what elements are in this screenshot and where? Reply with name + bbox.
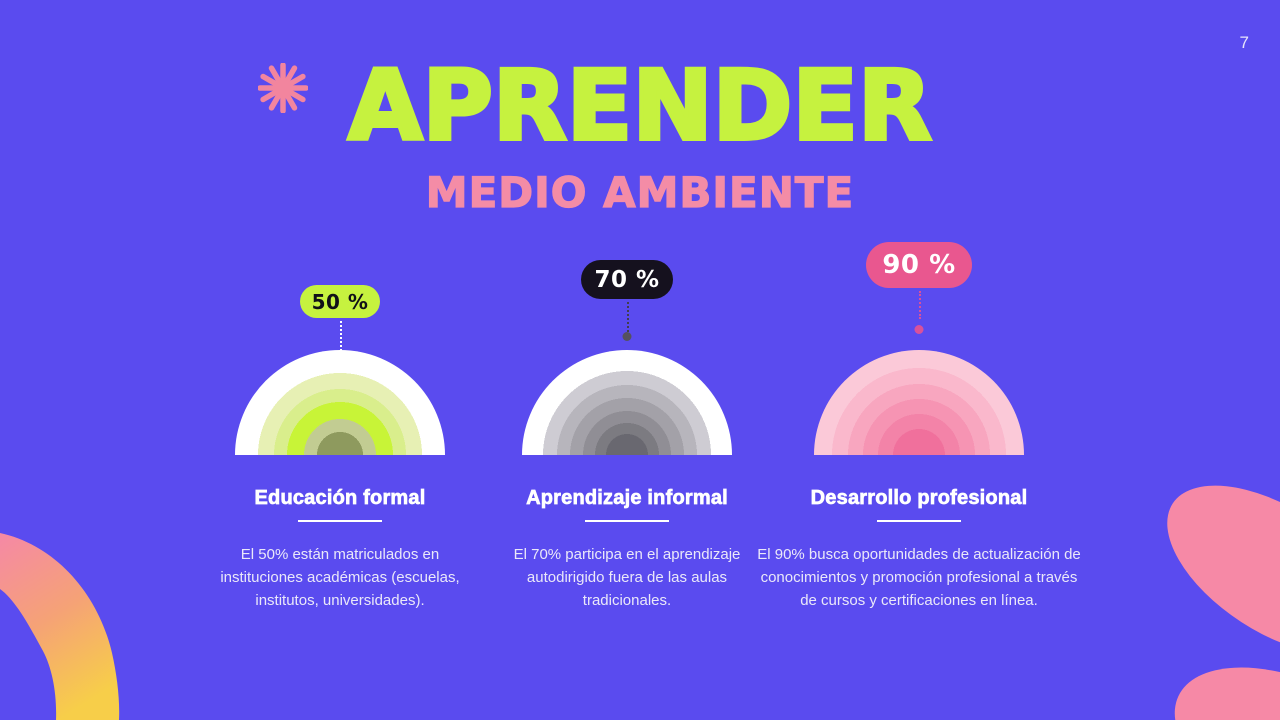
semicircle-chart <box>814 350 1024 455</box>
stat-column-educacion-formal: 50 % Educación formal El 50% están matri… <box>190 240 490 670</box>
slide-subtitle: MEDIO AMBIENTE <box>425 168 855 217</box>
column-description: El 70% participa en el aprendizaje autod… <box>513 546 741 609</box>
connector-line <box>919 291 921 319</box>
page-number: 7 <box>1239 33 1249 52</box>
stat-badge: 50 % <box>300 285 380 318</box>
connector-dot <box>622 332 632 341</box>
starburst-icon <box>258 63 308 113</box>
arc-shape <box>0 533 120 720</box>
petal-shape <box>1167 485 1280 720</box>
slide-title: APRENDER <box>346 50 934 162</box>
semicircle-chart <box>235 350 445 455</box>
column-description: El 50% están matriculados en institucion… <box>220 546 460 609</box>
column-underline <box>298 520 382 522</box>
connector-line <box>627 302 629 332</box>
column-title: Aprendizaje informal <box>526 487 728 510</box>
column-title: Educación formal <box>254 487 426 510</box>
stat-badge: 90 % <box>866 242 972 288</box>
semicircle-chart <box>522 350 732 455</box>
stat-column-aprendizaje-informal: 70 % Aprendizaje informal El 70% partici… <box>477 240 777 670</box>
stat-column-desarrollo-profesional: 90 % Desarrollo profesional El 90% busca… <box>757 240 1081 670</box>
column-description: El 90% busca oportunidades de actualizac… <box>757 546 1081 609</box>
stat-badge: 70 % <box>581 260 673 299</box>
column-underline <box>877 520 961 522</box>
connector-line <box>340 321 342 351</box>
connector-dot <box>914 325 924 334</box>
column-underline <box>585 520 669 522</box>
column-title: Desarrollo profesional <box>810 487 1028 510</box>
